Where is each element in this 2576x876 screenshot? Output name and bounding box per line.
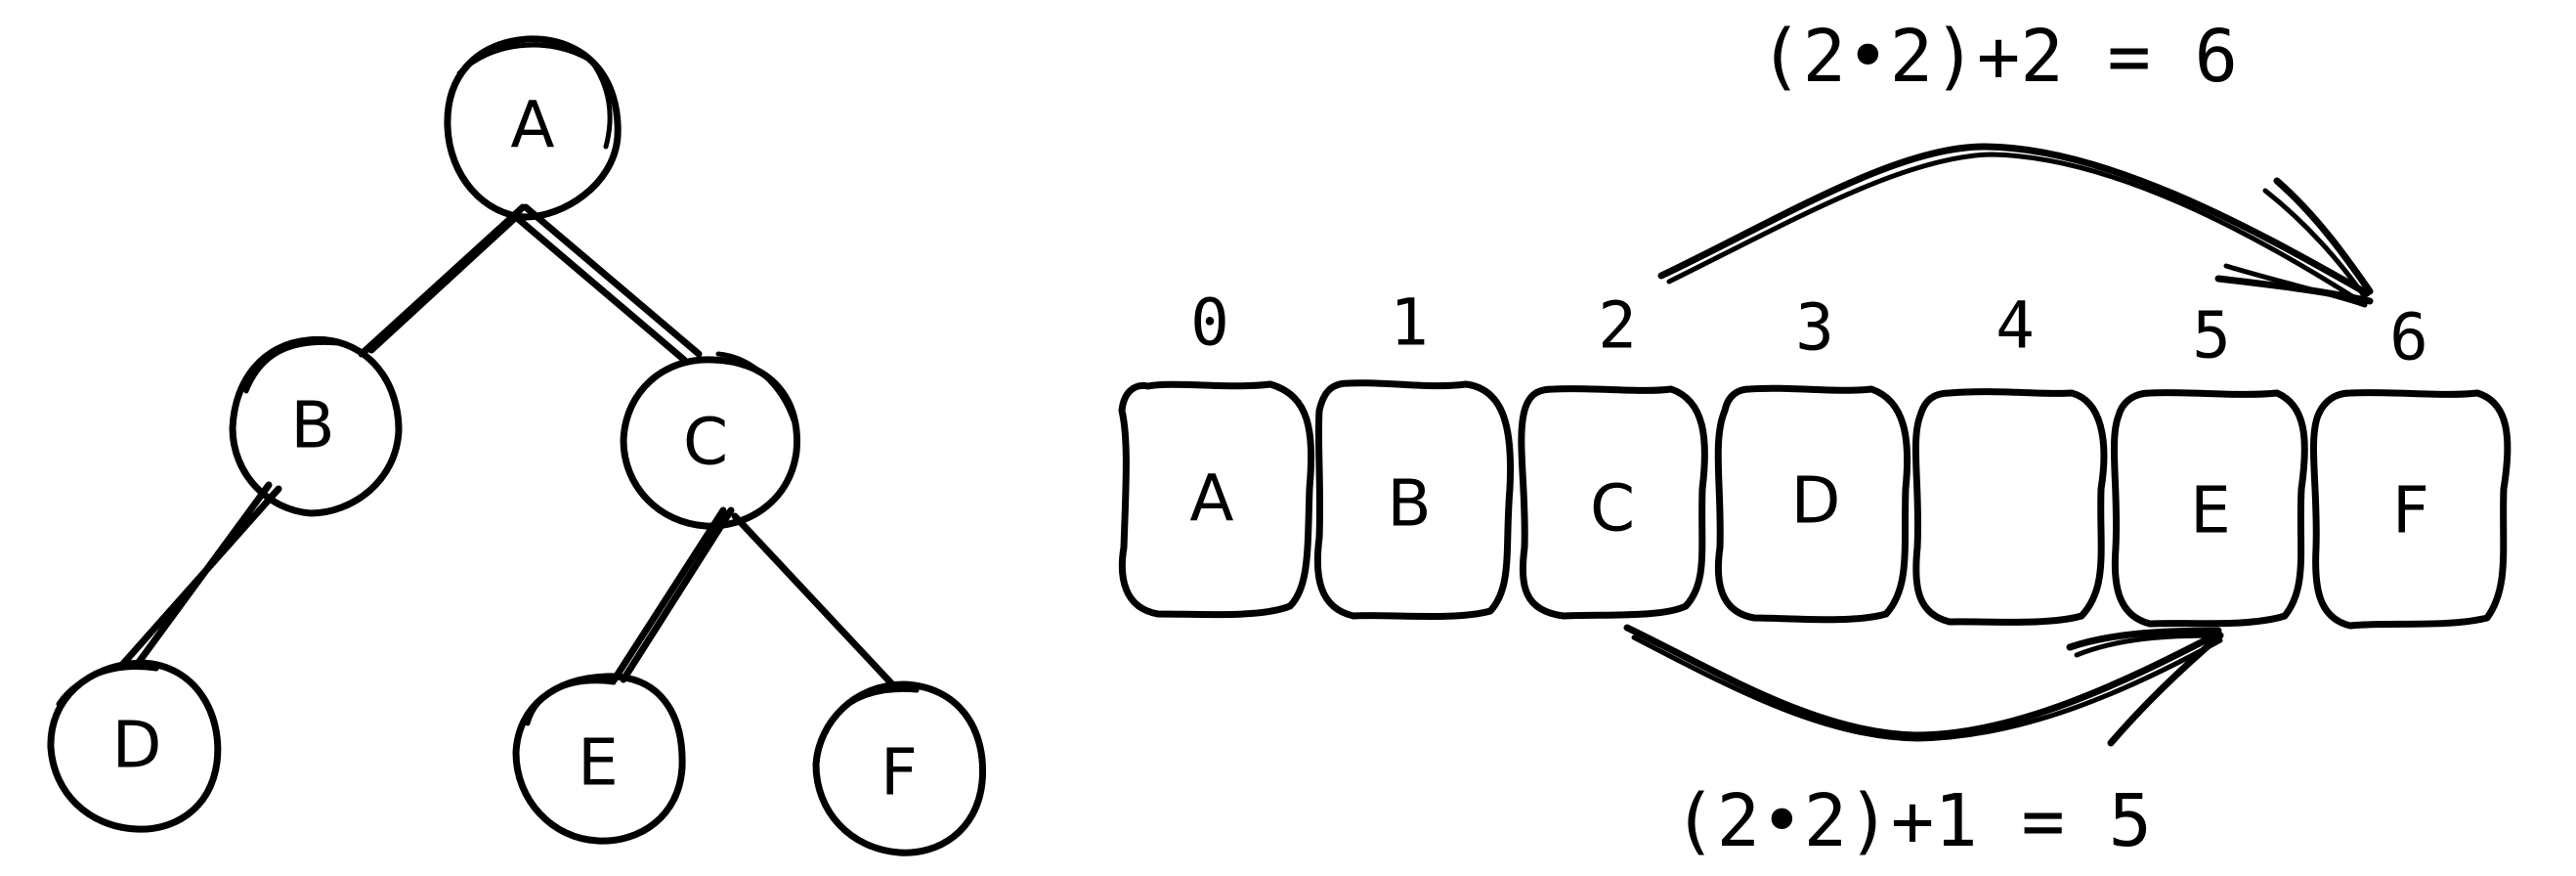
tree-edge-c-e bbox=[610, 506, 735, 684]
array-cell-6: F bbox=[2309, 389, 2512, 630]
tree-edge-a-c bbox=[512, 203, 703, 364]
array-index-6: 6 bbox=[2389, 300, 2428, 375]
tree-edge-a-b bbox=[358, 203, 527, 358]
tree-node-label: E bbox=[578, 725, 619, 801]
array-cell-label: F bbox=[2392, 473, 2429, 548]
array-cell-label: E bbox=[2190, 473, 2231, 548]
tree-edge-b-d bbox=[118, 481, 282, 669]
array-cell-1: B bbox=[1313, 379, 1515, 621]
tree-node-f: F bbox=[812, 680, 987, 856]
array-indices: 0 1 2 3 4 5 6 bbox=[1190, 285, 2428, 375]
tree-node-label: F bbox=[880, 735, 918, 810]
left-child-arrow bbox=[1623, 624, 2224, 747]
array-cell-3: D bbox=[1714, 384, 1911, 624]
array-index-4: 4 bbox=[1996, 288, 2035, 364]
tree-node-c: C bbox=[620, 351, 801, 530]
tree-edge-c-f bbox=[731, 512, 898, 690]
array-index-5: 5 bbox=[2192, 298, 2231, 373]
right-child-arrow bbox=[1657, 143, 2374, 308]
array-cell-label: B bbox=[1387, 466, 1431, 542]
tree-node-label: B bbox=[290, 388, 334, 463]
tree-node-b: B bbox=[229, 335, 403, 517]
array-cell-2: C bbox=[1518, 385, 1708, 620]
array-index-3: 3 bbox=[1795, 290, 1834, 366]
array-cell-label: A bbox=[1189, 461, 1233, 537]
array-cell-label: D bbox=[1791, 463, 1841, 539]
array-index-1: 1 bbox=[1390, 285, 1429, 361]
array-cell-4 bbox=[1911, 388, 2108, 626]
tree-node-e: E bbox=[512, 673, 686, 845]
array-cell-5: E bbox=[2110, 389, 2308, 628]
tree-nodes: A B C D E F bbox=[47, 35, 987, 856]
array-index-2: 2 bbox=[1598, 288, 1637, 364]
tree-node-label: C bbox=[683, 405, 728, 480]
array-cells: A B C D E F bbox=[1118, 379, 2512, 630]
array-cell-0: A bbox=[1118, 380, 1315, 619]
array-index-0: 0 bbox=[1190, 285, 1229, 361]
tree-node-a: A bbox=[444, 35, 622, 221]
right-child-formula: (2•2)+2 = 6 bbox=[1759, 15, 2238, 99]
tree-edges bbox=[118, 203, 898, 690]
tree-node-label: A bbox=[510, 88, 554, 163]
array-cell-label: C bbox=[1590, 471, 1635, 547]
left-child-formula: (2•2)+1 = 5 bbox=[1673, 779, 2152, 863]
tree-node-label: D bbox=[112, 708, 162, 783]
tree-node-d: D bbox=[47, 659, 222, 833]
